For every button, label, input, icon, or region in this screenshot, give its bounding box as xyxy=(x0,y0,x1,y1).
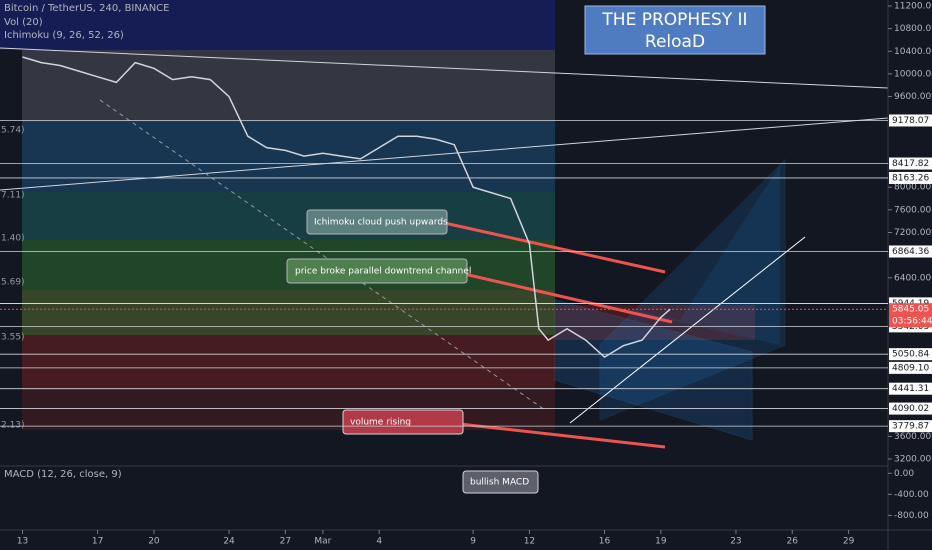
level-label-box xyxy=(889,402,932,415)
channel xyxy=(599,158,786,421)
y-tick-label: 6400.00 xyxy=(894,273,931,283)
x-tick-label: 19 xyxy=(655,537,667,547)
level-label: 8417.82 xyxy=(892,159,929,169)
macd-tick-label: -800.00 xyxy=(894,511,929,521)
x-tick-label: 4 xyxy=(376,537,382,547)
last-price-label: 5845.05 xyxy=(892,305,929,315)
x-tick-label: 17 xyxy=(92,537,103,547)
fib-label: 7.11) xyxy=(1,191,25,201)
level-label: 4090.02 xyxy=(892,404,929,414)
fib-label: 5.74) xyxy=(1,126,25,136)
level-label-box xyxy=(889,348,932,361)
x-tick-label: 16 xyxy=(599,537,611,547)
fib-label: 1.40) xyxy=(1,234,25,244)
macd-tick-label: -400.00 xyxy=(894,490,929,500)
annotation: Ichimoku cloud push upwards xyxy=(314,218,448,228)
zone xyxy=(22,335,555,390)
banner-box xyxy=(584,5,766,55)
channel xyxy=(554,299,753,441)
level-label: 4441.31 xyxy=(892,384,929,394)
trend-line xyxy=(99,99,546,411)
level-label: 4809.10 xyxy=(892,363,929,373)
macd-tick-label: 0.00 xyxy=(894,469,914,479)
level-label: 3779.87 xyxy=(892,422,929,432)
y-tick-label: 3200.00 xyxy=(894,454,931,464)
x-tick-label: 29 xyxy=(843,537,855,547)
y-tick-label: 10400.00 xyxy=(894,47,932,57)
annotation-box xyxy=(286,258,468,284)
price-line xyxy=(22,56,671,359)
zone xyxy=(22,290,555,335)
level-label: 9178.07 xyxy=(892,116,929,126)
zone xyxy=(0,0,555,50)
annotation: price broke parallel downtrend channel xyxy=(295,267,471,277)
countdown: 03:56:44 xyxy=(892,317,932,327)
y-tick-label: 3600.00 xyxy=(894,432,931,442)
symbol-title: Bitcoin / TetherUS, 240, BINANCE xyxy=(4,3,169,14)
zone xyxy=(22,192,555,240)
fib-label: 3.55) xyxy=(1,333,25,343)
annotation-box xyxy=(306,209,448,235)
annotation-box xyxy=(342,409,464,435)
x-tick-label: 20 xyxy=(148,537,160,547)
level-label-box xyxy=(889,361,932,374)
y-tick-label: 7200.00 xyxy=(894,228,931,238)
indicator-label: Ichimoku (9, 26, 52, 26) xyxy=(4,30,124,41)
zone xyxy=(22,50,555,122)
indicator-label: Vol (20) xyxy=(4,17,43,28)
y-tick-label: 9600.00 xyxy=(894,92,931,102)
zone xyxy=(22,390,555,430)
y-tick-label: 10800.00 xyxy=(894,24,932,34)
level-label: 6864.36 xyxy=(892,247,929,257)
trend-line xyxy=(0,47,889,89)
y-tick-label: 11200.00 xyxy=(894,2,932,12)
arrow xyxy=(439,220,666,274)
fib-label: 2.13) xyxy=(1,421,25,431)
level-label-box xyxy=(889,382,932,395)
x-tick-label: 23 xyxy=(730,537,741,547)
level-label-box xyxy=(889,245,932,258)
level-label: 5050.84 xyxy=(892,350,929,360)
level-label-box xyxy=(889,171,932,184)
y-tick-label: 10000.00 xyxy=(894,69,932,79)
x-tick-label: 9 xyxy=(470,537,476,547)
arrow xyxy=(459,271,673,324)
level-label: 8163.26 xyxy=(892,173,929,183)
y-tick-label: 7600.00 xyxy=(894,205,931,215)
indicator-label: MACD (12, 26, close, 9) xyxy=(4,469,122,480)
y-tick-label: 8000.00 xyxy=(894,183,931,193)
level-label-box xyxy=(889,114,932,127)
x-tick-label: 26 xyxy=(787,537,799,547)
x-tick-label: Mar xyxy=(314,537,331,547)
x-tick-label: 27 xyxy=(280,537,291,547)
x-tick-label: 24 xyxy=(223,537,235,547)
x-tick-label: 12 xyxy=(524,537,535,547)
last-price-box xyxy=(889,303,932,328)
annotation: bullish MACD xyxy=(470,478,529,488)
channel xyxy=(540,165,780,345)
fib-label: 5.69) xyxy=(1,278,25,288)
banner: THE PROPHESY II xyxy=(601,10,747,30)
x-tick-label: 13 xyxy=(17,537,28,547)
trend-line xyxy=(569,236,806,424)
annotation-box xyxy=(462,470,539,494)
banner: ReloaD xyxy=(645,32,705,52)
level-label-box xyxy=(889,157,932,170)
zone xyxy=(22,122,555,192)
zone xyxy=(555,305,755,340)
annotation: volume rising xyxy=(350,418,411,428)
arrow xyxy=(459,422,666,449)
level-label-box xyxy=(889,420,932,433)
